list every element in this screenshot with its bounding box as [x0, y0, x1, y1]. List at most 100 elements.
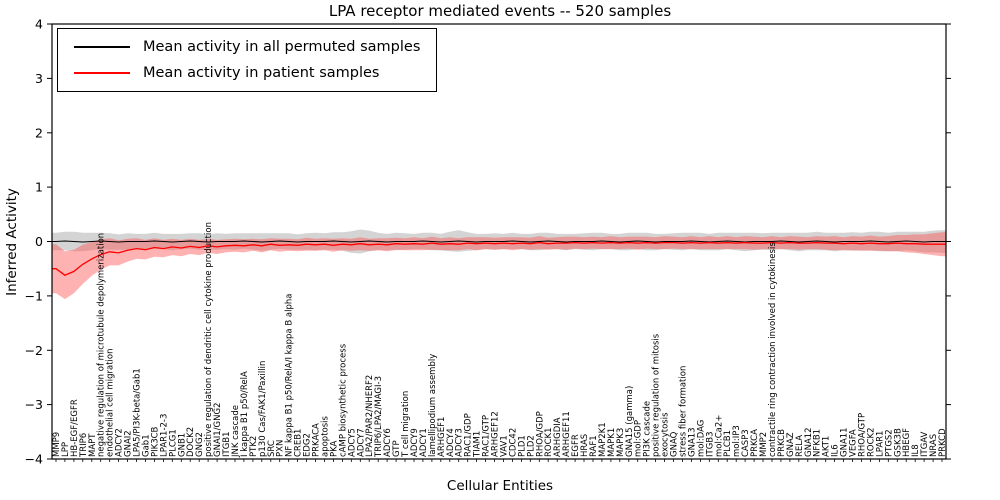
patient-mean-line [52, 241, 946, 276]
legend-label-patient: Mean activity in patient samples [143, 65, 380, 81]
x-tick-label: PTGS2 [884, 429, 894, 457]
x-tick-label: PKA [329, 440, 339, 457]
x-tick-label: Gab1 [142, 434, 152, 457]
x-tick-label: PRKCA [750, 429, 760, 457]
x-tick-label: PLD1 [517, 435, 527, 457]
x-tick-label: VAV1 [500, 435, 510, 457]
x-tick-label: TRIP6/LPA2/MAGI-3 [374, 376, 384, 458]
x-tick-label: CASP3 [741, 429, 751, 457]
x-tick-label: RAC1/GTP [482, 415, 492, 457]
x-tick-label: GTP [392, 440, 402, 457]
x-tick-label: ARHGEF12 [491, 411, 501, 457]
x-tick-label: GNB1 [177, 433, 187, 457]
x-tick-label: contractile ring contraction involved in… [768, 242, 778, 457]
x-tick-label: GNAQ [670, 431, 680, 457]
x-tick-label: EGFR [571, 434, 581, 457]
x-tick-label: PXN [276, 440, 286, 457]
y-tick-label: 1 [35, 180, 43, 195]
x-tick-label: T cell migration [401, 391, 411, 458]
chart-title: LPA receptor mediated events -- 520 samp… [328, 2, 672, 20]
x-tick-label: RELA [795, 435, 805, 457]
x-tick-label: p130 Cas/FAK1/Paxillin [258, 361, 268, 457]
y-axis-label: Inferred Activity [4, 188, 20, 296]
x-tick-label: GNA15 (gamma) [625, 386, 635, 457]
x-tick-label: TIAM1 [473, 431, 483, 458]
x-tick-label: cAMP biosynthetic process [338, 343, 348, 457]
x-axis-label: Cellular Entities [446, 478, 554, 494]
x-tick-label: PLCG1 [168, 429, 178, 457]
x-tick-label: LPA5/PI3K-beta/Gab1 [133, 368, 143, 457]
y-tick-label: −4 [25, 452, 43, 467]
x-tick-label: PRKCB [777, 429, 787, 457]
x-tick-label: HRAS [580, 434, 590, 457]
x-tick-label: MAPK1 [607, 428, 617, 457]
x-tick-label: ROCK1 [544, 427, 554, 457]
x-tick-label: GNAZ [786, 432, 796, 457]
y-tick-label: 3 [35, 71, 43, 86]
x-tick-label: JNK cascade [231, 405, 241, 458]
x-tick-label: RHOA/GDP [535, 411, 545, 457]
x-tick-label: PRKACA [312, 423, 322, 457]
x-tick-label: TRIP6 [79, 433, 89, 458]
x-tick-label: ADCY4 [446, 428, 456, 457]
legend: Mean activity in all permuted samples Me… [57, 28, 438, 92]
x-tick-label: ARHGEF11 [562, 411, 572, 457]
x-tick-label: NF kappa B1 p50/RelA/I kappa B alpha [285, 294, 295, 457]
x-tick-label: MAPK3 [616, 428, 626, 457]
x-tick-label: HB-EGF/EGFR [70, 399, 80, 457]
x-tick-label: VEGFA [849, 429, 859, 457]
x-tick-label: ITGAV [920, 431, 930, 457]
x-tick-label: mol:GDP [634, 420, 644, 457]
x-tick-label: mol:Ca2+ [714, 415, 724, 457]
x-tick-label: GNA12 [804, 427, 814, 457]
x-tick-label: mol:IP3 [732, 425, 742, 457]
x-tick-label: RAF1 [589, 435, 599, 457]
x-tick-label: ARHGDIA [553, 417, 563, 457]
x-tick-label: PIK3CB [150, 426, 160, 457]
legend-item-patient: Mean activity in patient samples [74, 65, 420, 81]
x-tick-label: DOCK2 [186, 427, 196, 457]
x-tick-label: MMP9 [52, 432, 62, 457]
legend-item-permuted: Mean activity in all permuted samples [74, 39, 420, 55]
x-tick-label: ARHGEF1 [437, 417, 447, 457]
x-tick-label: IL8 [911, 444, 921, 457]
x-tick-label: stress fiber formation [679, 366, 689, 457]
y-tick-label: −2 [25, 343, 43, 358]
patient-line-swatch [74, 72, 130, 74]
x-tick-label: AKT1 [822, 436, 832, 457]
x-tick-label: apoptosis [321, 415, 331, 457]
x-tick-label: GNA11 [840, 427, 850, 457]
x-tick-label: PRKCD [938, 428, 948, 457]
x-tick-label: negative regulation of microtubule depol… [97, 233, 107, 457]
x-tick-label: ADCY1 [419, 428, 429, 457]
x-tick-label: IL6 [831, 444, 841, 457]
x-tick-label: exocytosis [661, 412, 671, 457]
permuted-line-swatch [74, 46, 130, 48]
x-tick-label: NRAS [929, 434, 939, 457]
permuted-mean-line [52, 240, 946, 243]
y-tick-label: 4 [35, 17, 43, 32]
x-tick-label: GNA13 [687, 427, 697, 457]
x-tick-label: MAP2K1 [598, 422, 608, 457]
x-tick-label: HBEGF [902, 428, 912, 457]
x-tick-label: MMP2 [759, 432, 769, 457]
x-tick-label: LPP [61, 442, 71, 457]
x-tick-label: SRC [267, 440, 277, 457]
x-tick-label: ITGB3 [705, 431, 715, 457]
x-tick-label: LPAR1-2-3 [159, 414, 169, 457]
x-tick-label: ROCK2 [866, 427, 876, 457]
x-tick-label: RHOA/GTP [858, 413, 868, 457]
x-tick-label: ADCY3 [455, 428, 465, 457]
x-tick-label: GNAI1/GNG2 [213, 403, 223, 457]
x-tick-label: CREB1 [294, 429, 304, 457]
x-tick-label: ADCY6 [383, 428, 393, 457]
x-tick-label: LPA2/PAR2/NHERF2 [365, 375, 375, 457]
x-tick-label: endothelial cell migration [106, 348, 116, 457]
x-tick-label: NFKB1 [813, 429, 823, 457]
x-tick-label: ADCY2 [115, 428, 125, 457]
y-tick-label: −1 [25, 288, 43, 303]
x-tick-label: positive regulation of mitosis [652, 333, 662, 457]
x-tick-label: LPAR1 [875, 431, 885, 457]
